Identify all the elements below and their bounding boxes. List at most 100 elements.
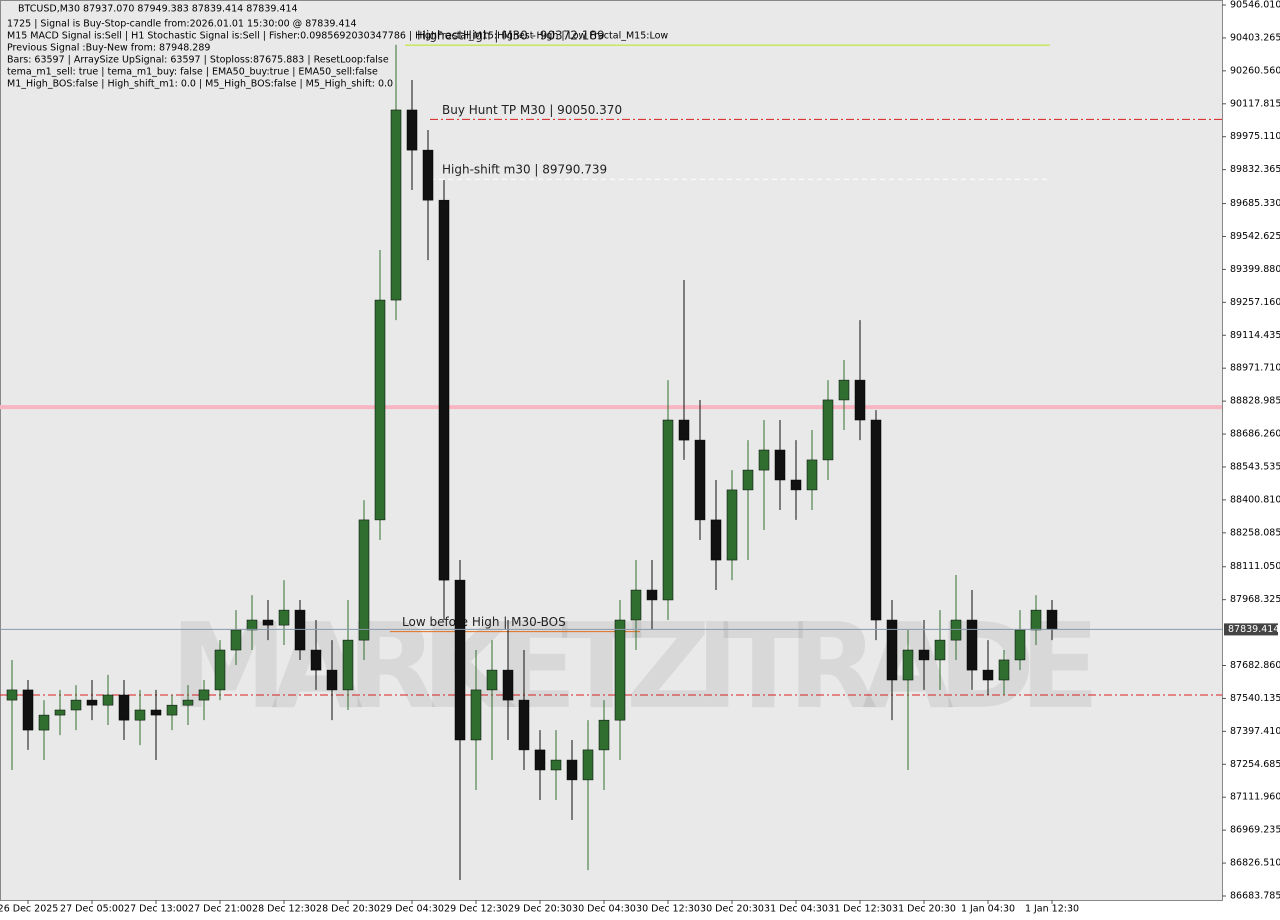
x-tick-label: 30 Dec 04:30 (572, 904, 636, 915)
candle-body (630, 589, 642, 621)
x-tick-label: 27 Dec 13:00 (124, 904, 188, 915)
candle-body (406, 109, 418, 151)
candle-body (310, 649, 322, 671)
candle-body (550, 759, 562, 771)
y-tick-label: 90260.560 (1230, 65, 1280, 76)
candle-body (918, 649, 930, 661)
y-tick-label: 88828.985 (1230, 396, 1280, 407)
y-tick-label: 87254.685 (1230, 759, 1280, 770)
y-tick-label: 87111.960 (1230, 792, 1280, 803)
x-tick-label: 30 Dec 20:30 (700, 904, 764, 915)
x-tick-label: 28 Dec 20:30 (316, 904, 380, 915)
candle-body (86, 699, 98, 706)
candle-body (742, 469, 754, 491)
info-line: M1_High_BOS:false | High_shift_m1: 0.0 |… (7, 79, 393, 90)
candle-body (390, 109, 402, 301)
y-tick-label: 89399.880 (1230, 264, 1280, 275)
candle-body (246, 619, 258, 631)
candle-body (870, 419, 882, 621)
candle-body (454, 579, 466, 741)
candle-body (6, 689, 18, 701)
candle-body (502, 669, 514, 701)
y-tick-label: 89685.330 (1230, 198, 1280, 209)
y-tick-label: 88543.535 (1230, 461, 1280, 472)
candle-body (182, 699, 194, 706)
y-tick-label: 90403.265 (1230, 32, 1280, 43)
candle-body (38, 714, 50, 731)
candle-body (422, 149, 434, 201)
y-tick-label: 88686.260 (1230, 429, 1280, 440)
candle-body (998, 659, 1010, 681)
candle-body (694, 439, 706, 521)
header: BTCUSD,M30 87937.070 87949.383 87839.414… (18, 4, 298, 15)
x-tick-label: 31 Dec 12:30 (828, 904, 892, 915)
candle-body (342, 639, 354, 691)
y-tick-label: 87397.410 (1230, 726, 1280, 737)
level-label: High-shift m30 | 89790.739 (442, 163, 607, 177)
y-tick-label: 88971.710 (1230, 363, 1280, 374)
candle-body (966, 619, 978, 671)
info-line: M15 MACD Signal is:Sell | H1 Stochastic … (7, 31, 668, 42)
level-label: Buy Hunt TP M30 | 90050.370 (442, 103, 622, 117)
x-tick-label: 31 Dec 04:30 (764, 904, 828, 915)
candle-body (806, 459, 818, 491)
y-tick-label: 89114.435 (1230, 330, 1280, 341)
candle-body (598, 719, 610, 751)
x-tick-label: 27 Dec 21:00 (188, 904, 252, 915)
x-tick-label: 1 Jan 04:30 (961, 904, 1015, 915)
y-tick-label: 87682.860 (1230, 660, 1280, 671)
candle-body (134, 709, 146, 721)
y-tick-label: 89257.160 (1230, 297, 1280, 308)
candle-body (214, 649, 226, 691)
price-box (1224, 623, 1278, 636)
y-tick-label: 87540.135 (1230, 693, 1280, 704)
candle-body (838, 379, 850, 401)
candle-body (1046, 609, 1058, 630)
x-tick-label: 31 Dec 20:30 (892, 904, 956, 915)
candle-body (358, 519, 370, 641)
candle-body (646, 589, 658, 601)
candle-body (198, 689, 210, 701)
candle-body (518, 699, 530, 751)
candle-body (374, 299, 386, 521)
candle-body (102, 694, 114, 706)
y-tick-label: 86826.510 (1230, 858, 1280, 869)
info-line: 1725 | Signal is Buy-Stop-candle from:20… (7, 19, 357, 30)
x-tick-label: 29 Dec 12:30 (444, 904, 508, 915)
x-tick-label: 30 Dec 12:30 (636, 904, 700, 915)
info-line: Previous Signal :Buy-New from: 87948.289 (7, 43, 210, 54)
y-tick-label: 88111.050 (1230, 561, 1280, 572)
candle-body (726, 489, 738, 561)
candle-body (934, 639, 946, 661)
candle-body (678, 419, 690, 441)
candle-body (118, 694, 130, 721)
y-tick-label: 89542.625 (1230, 231, 1280, 242)
x-tick-label: 29 Dec 04:30 (380, 904, 444, 915)
candle-body (566, 759, 578, 781)
y-tick-label: 88258.085 (1230, 527, 1280, 538)
y-tick-label: 89975.110 (1230, 131, 1280, 142)
candle-body (230, 629, 242, 651)
y-tick-label: 86969.235 (1230, 825, 1280, 836)
candle-body (950, 619, 962, 641)
candle-body (582, 749, 594, 781)
x-tick-label: 29 Dec 20:30 (508, 904, 572, 915)
x-tick-label: 1 Jan 12:30 (1025, 904, 1079, 915)
info-line: tema_m1_sell: true | tema_m1_buy: false … (7, 67, 378, 78)
candle-body (278, 609, 290, 626)
candle-body (54, 709, 66, 716)
candle-body (790, 479, 802, 491)
candle-body (22, 689, 34, 731)
candle-body (902, 649, 914, 681)
candle-body (326, 669, 338, 691)
y-tick-label: 90546.010 (1230, 0, 1280, 11)
candle-body (70, 699, 82, 711)
price-label: 87839.414 (1228, 624, 1279, 635)
candle-body (1014, 629, 1026, 661)
candle-body (982, 669, 994, 681)
candle-body (710, 519, 722, 561)
x-tick-label: 27 Dec 05:00 (60, 904, 124, 915)
y-tick-label: 86683.785 (1230, 890, 1280, 901)
